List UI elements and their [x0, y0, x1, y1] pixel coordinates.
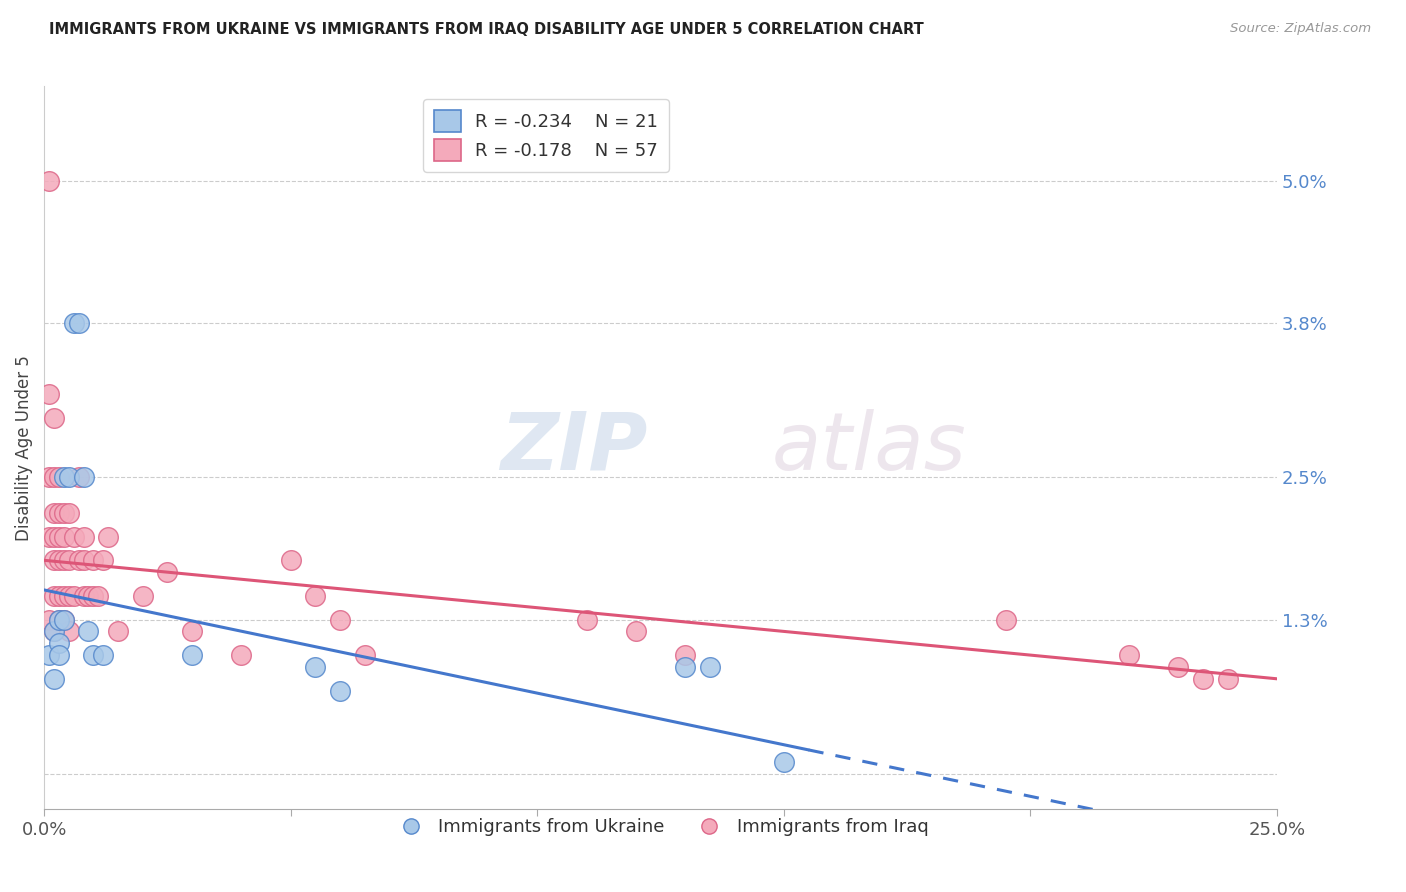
- Point: [181, 648, 204, 662]
- Point: [48, 589, 70, 603]
- Point: [97, 530, 120, 544]
- Point: [48, 470, 70, 484]
- Point: [42, 672, 65, 686]
- Point: [1216, 672, 1239, 686]
- Point: [52, 589, 75, 603]
- Point: [42, 530, 65, 544]
- Point: [58, 589, 80, 603]
- Point: [77, 589, 100, 603]
- Point: [72, 530, 94, 544]
- Point: [72, 589, 94, 603]
- Text: Source: ZipAtlas.com: Source: ZipAtlas.com: [1230, 22, 1371, 36]
- Point: [42, 506, 65, 520]
- Point: [156, 565, 179, 579]
- Point: [82, 589, 104, 603]
- Point: [329, 613, 352, 627]
- Point: [52, 613, 75, 627]
- Point: [38, 387, 60, 401]
- Point: [72, 470, 94, 484]
- Point: [994, 613, 1017, 627]
- Point: [62, 316, 84, 330]
- Point: [67, 470, 90, 484]
- Text: atlas: atlas: [772, 409, 966, 487]
- Point: [62, 589, 84, 603]
- Point: [231, 648, 253, 662]
- Point: [280, 553, 302, 567]
- Point: [48, 613, 70, 627]
- Point: [1192, 672, 1215, 686]
- Point: [42, 470, 65, 484]
- Point: [62, 530, 84, 544]
- Point: [87, 589, 110, 603]
- Point: [48, 613, 70, 627]
- Legend: Immigrants from Ukraine, Immigrants from Iraq: Immigrants from Ukraine, Immigrants from…: [385, 811, 935, 844]
- Point: [42, 553, 65, 567]
- Point: [1167, 660, 1189, 674]
- Point: [673, 660, 696, 674]
- Point: [38, 530, 60, 544]
- Text: ZIP: ZIP: [501, 409, 648, 487]
- Text: IMMIGRANTS FROM UKRAINE VS IMMIGRANTS FROM IRAQ DISABILITY AGE UNDER 5 CORRELATI: IMMIGRANTS FROM UKRAINE VS IMMIGRANTS FR…: [49, 22, 924, 37]
- Point: [624, 624, 647, 639]
- Point: [91, 553, 114, 567]
- Point: [575, 613, 598, 627]
- Point: [353, 648, 375, 662]
- Point: [42, 411, 65, 425]
- Point: [48, 648, 70, 662]
- Point: [132, 589, 155, 603]
- Y-axis label: Disability Age Under 5: Disability Age Under 5: [15, 355, 32, 541]
- Point: [42, 624, 65, 639]
- Point: [52, 506, 75, 520]
- Point: [77, 624, 100, 639]
- Point: [91, 648, 114, 662]
- Point: [304, 589, 326, 603]
- Point: [181, 624, 204, 639]
- Point: [107, 624, 129, 639]
- Point: [329, 683, 352, 698]
- Point: [38, 174, 60, 188]
- Point: [58, 553, 80, 567]
- Point: [48, 553, 70, 567]
- Point: [42, 624, 65, 639]
- Point: [58, 506, 80, 520]
- Point: [48, 506, 70, 520]
- Point: [67, 553, 90, 567]
- Point: [48, 636, 70, 650]
- Point: [52, 530, 75, 544]
- Point: [673, 648, 696, 662]
- Point: [48, 530, 70, 544]
- Point: [52, 613, 75, 627]
- Point: [82, 648, 104, 662]
- Point: [1118, 648, 1140, 662]
- Point: [72, 553, 94, 567]
- Point: [699, 660, 721, 674]
- Point: [52, 553, 75, 567]
- Point: [772, 755, 794, 769]
- Point: [38, 613, 60, 627]
- Point: [67, 316, 90, 330]
- Point: [58, 470, 80, 484]
- Point: [38, 648, 60, 662]
- Point: [42, 589, 65, 603]
- Point: [52, 470, 75, 484]
- Point: [82, 553, 104, 567]
- Point: [38, 470, 60, 484]
- Point: [304, 660, 326, 674]
- Point: [58, 624, 80, 639]
